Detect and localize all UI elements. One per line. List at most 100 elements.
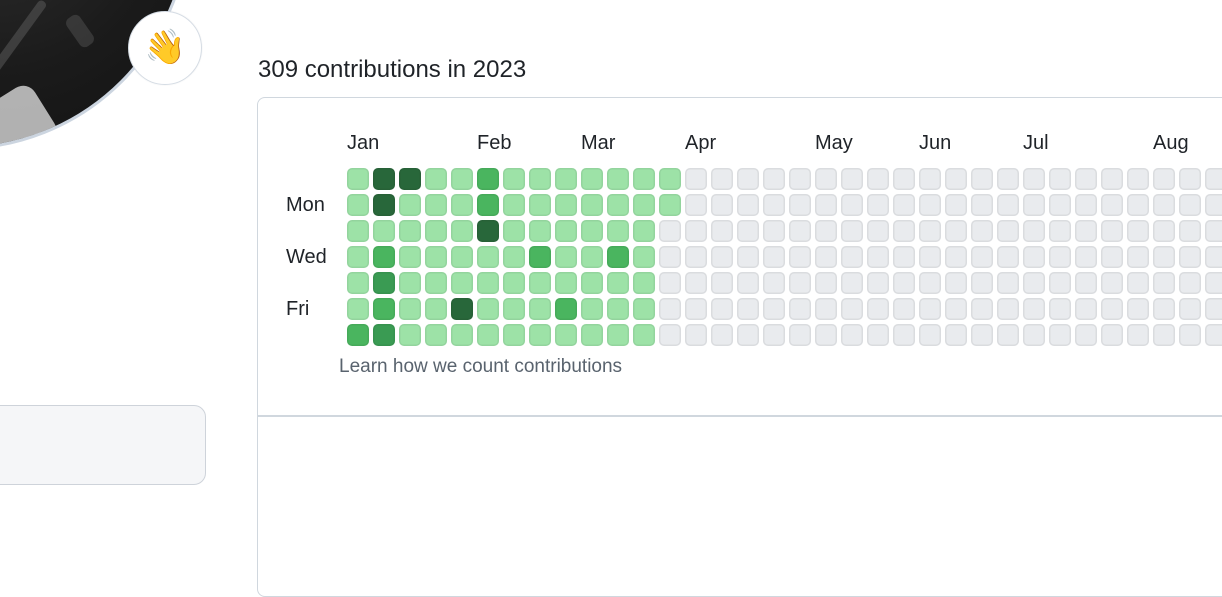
contribution-cell[interactable]: [659, 194, 681, 216]
contribution-cell[interactable]: [555, 246, 577, 268]
contribution-cell[interactable]: [529, 246, 551, 268]
contribution-cell[interactable]: [841, 246, 863, 268]
contribution-cell[interactable]: [815, 324, 837, 346]
contribution-cell[interactable]: [893, 246, 915, 268]
contribution-cell[interactable]: [1075, 324, 1097, 346]
contribution-cell[interactable]: [1101, 168, 1123, 190]
contribution-cell[interactable]: [945, 194, 967, 216]
contribution-cell[interactable]: [399, 168, 421, 190]
contribution-cell[interactable]: [1049, 194, 1071, 216]
contribution-cell[interactable]: [529, 272, 551, 294]
contribution-cell[interactable]: [737, 272, 759, 294]
contribution-cell[interactable]: [477, 272, 499, 294]
contribution-cell[interactable]: [555, 220, 577, 242]
contribution-cell[interactable]: [425, 246, 447, 268]
contribution-cell[interactable]: [503, 168, 525, 190]
contribution-cell[interactable]: [555, 272, 577, 294]
contribution-cell[interactable]: [477, 298, 499, 320]
contribution-cell[interactable]: [1153, 220, 1175, 242]
contribution-cell[interactable]: [1153, 272, 1175, 294]
contribution-cell[interactable]: [971, 220, 993, 242]
contribution-cell[interactable]: [451, 298, 473, 320]
contribution-cell[interactable]: [685, 298, 707, 320]
contribution-cell[interactable]: [685, 324, 707, 346]
contribution-cell[interactable]: [607, 194, 629, 216]
contribution-cell[interactable]: [373, 194, 395, 216]
contribution-cell[interactable]: [477, 220, 499, 242]
contribution-cell[interactable]: [1205, 324, 1222, 346]
contribution-cell[interactable]: [607, 272, 629, 294]
contribution-cell[interactable]: [1075, 298, 1097, 320]
contribution-cell[interactable]: [997, 298, 1019, 320]
contribution-cell[interactable]: [1101, 272, 1123, 294]
contribution-cell[interactable]: [1179, 168, 1201, 190]
contribution-cell[interactable]: [633, 194, 655, 216]
contribution-cell[interactable]: [555, 194, 577, 216]
contribution-cell[interactable]: [581, 220, 603, 242]
contribution-cell[interactable]: [503, 272, 525, 294]
contribution-cell[interactable]: [945, 168, 967, 190]
contribution-cell[interactable]: [841, 220, 863, 242]
contribution-cell[interactable]: [945, 298, 967, 320]
contribution-cell[interactable]: [607, 324, 629, 346]
contribution-cell[interactable]: [1179, 324, 1201, 346]
contribution-cell[interactable]: [659, 220, 681, 242]
contribution-cell[interactable]: [581, 272, 603, 294]
contribution-cell[interactable]: [555, 168, 577, 190]
contribution-cell[interactable]: [633, 220, 655, 242]
contribution-cell[interactable]: [477, 168, 499, 190]
contribution-cell[interactable]: [737, 168, 759, 190]
contribution-cell[interactable]: [919, 298, 941, 320]
contribution-cell[interactable]: [867, 272, 889, 294]
contribution-cell[interactable]: [1049, 168, 1071, 190]
contribution-cell[interactable]: [659, 168, 681, 190]
contribution-cell[interactable]: [373, 246, 395, 268]
contribution-cell[interactable]: [997, 220, 1019, 242]
contribution-cell[interactable]: [607, 168, 629, 190]
contribution-cell[interactable]: [685, 220, 707, 242]
contribution-cell[interactable]: [503, 324, 525, 346]
contribution-cell[interactable]: [945, 324, 967, 346]
contribution-cell[interactable]: [373, 168, 395, 190]
contribution-cell[interactable]: [425, 324, 447, 346]
contribution-cell[interactable]: [737, 246, 759, 268]
contribution-cell[interactable]: [841, 324, 863, 346]
contribution-cell[interactable]: [997, 246, 1019, 268]
contribution-cell[interactable]: [919, 324, 941, 346]
contribution-cell[interactable]: [529, 324, 551, 346]
contribution-cell[interactable]: [1049, 220, 1071, 242]
contribution-cell[interactable]: [711, 168, 733, 190]
contribution-cell[interactable]: [425, 272, 447, 294]
contribution-cell[interactable]: [399, 220, 421, 242]
contribution-cell[interactable]: [477, 324, 499, 346]
contribution-cell[interactable]: [1075, 168, 1097, 190]
contribution-cell[interactable]: [711, 298, 733, 320]
contribution-cell[interactable]: [581, 246, 603, 268]
contribution-cell[interactable]: [685, 272, 707, 294]
contribution-cell[interactable]: [1179, 194, 1201, 216]
contribution-cell[interactable]: [763, 272, 785, 294]
contribution-cell[interactable]: [815, 168, 837, 190]
contribution-cell[interactable]: [1023, 324, 1045, 346]
contribution-cell[interactable]: [425, 298, 447, 320]
contribution-cell[interactable]: [451, 246, 473, 268]
contribution-cell[interactable]: [1153, 246, 1175, 268]
contribution-cell[interactable]: [451, 324, 473, 346]
contribution-cell[interactable]: [451, 272, 473, 294]
contribution-cell[interactable]: [1075, 272, 1097, 294]
contribution-cell[interactable]: [1179, 246, 1201, 268]
contribution-cell[interactable]: [451, 168, 473, 190]
contribution-cell[interactable]: [1179, 298, 1201, 320]
contribution-cell[interactable]: [971, 324, 993, 346]
contribution-cell[interactable]: [685, 168, 707, 190]
contribution-cell[interactable]: [763, 168, 785, 190]
contribution-cell[interactable]: [1205, 220, 1222, 242]
contribution-cell[interactable]: [451, 220, 473, 242]
contribution-cell[interactable]: [373, 298, 395, 320]
contribution-cell[interactable]: [633, 168, 655, 190]
contribution-cell[interactable]: [1205, 246, 1222, 268]
contribution-cell[interactable]: [1101, 246, 1123, 268]
contribution-cell[interactable]: [529, 194, 551, 216]
contribution-cell[interactable]: [789, 246, 811, 268]
contribution-cell[interactable]: [1023, 272, 1045, 294]
